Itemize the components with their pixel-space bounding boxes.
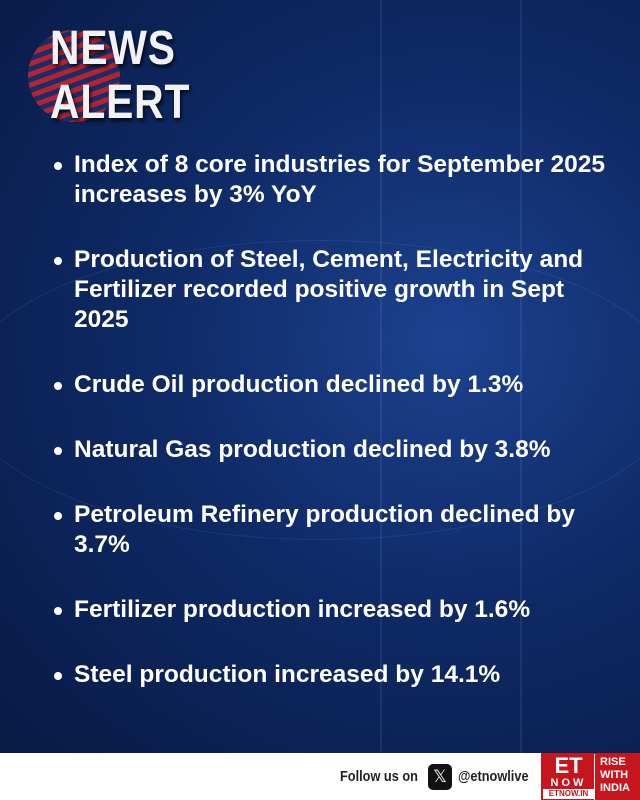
et-now-logo: ET NOW ETNOW.IN RISE WITH INDIA	[541, 753, 640, 800]
news-bullet-list: Index of 8 core industries for September…	[50, 150, 620, 725]
bullet-item: Fertilizer production increased by 1.6%	[50, 595, 620, 625]
logo-alert: ALERT	[50, 76, 191, 129]
follow-label: Follow us on	[340, 768, 418, 785]
bullet-item: Natural Gas production declined by 3.8%	[50, 435, 620, 465]
tagline-with: WITH	[600, 769, 629, 781]
bullet-item: Crude Oil production declined by 1.3%	[50, 370, 620, 400]
logo-news: NEWS	[50, 22, 176, 75]
background	[0, 0, 640, 753]
brand-et: ET	[554, 754, 583, 777]
tagline-india: INDIA	[600, 782, 630, 794]
bullet-item: Petroleum Refinery production declined b…	[50, 500, 620, 560]
globe-icon	[28, 30, 120, 122]
footer-bar: Follow us on @etnowlive	[0, 753, 640, 800]
bullet-item: Production of Steel, Cement, Electricity…	[50, 245, 620, 335]
bullet-item: Index of 8 core industries for September…	[50, 150, 620, 210]
brand-site: ETNOW.IN	[543, 789, 594, 799]
brand-now: NOW	[550, 777, 587, 789]
tagline-rise: RISE	[600, 756, 626, 768]
x-logo-icon[interactable]: 𝕏	[428, 764, 452, 790]
social-handle-link[interactable]: @etnowlive	[458, 768, 529, 785]
news-alert-logo: NEWS ALERT	[22, 20, 192, 132]
bullet-item: Steel production increased by 14.1%	[50, 660, 620, 690]
